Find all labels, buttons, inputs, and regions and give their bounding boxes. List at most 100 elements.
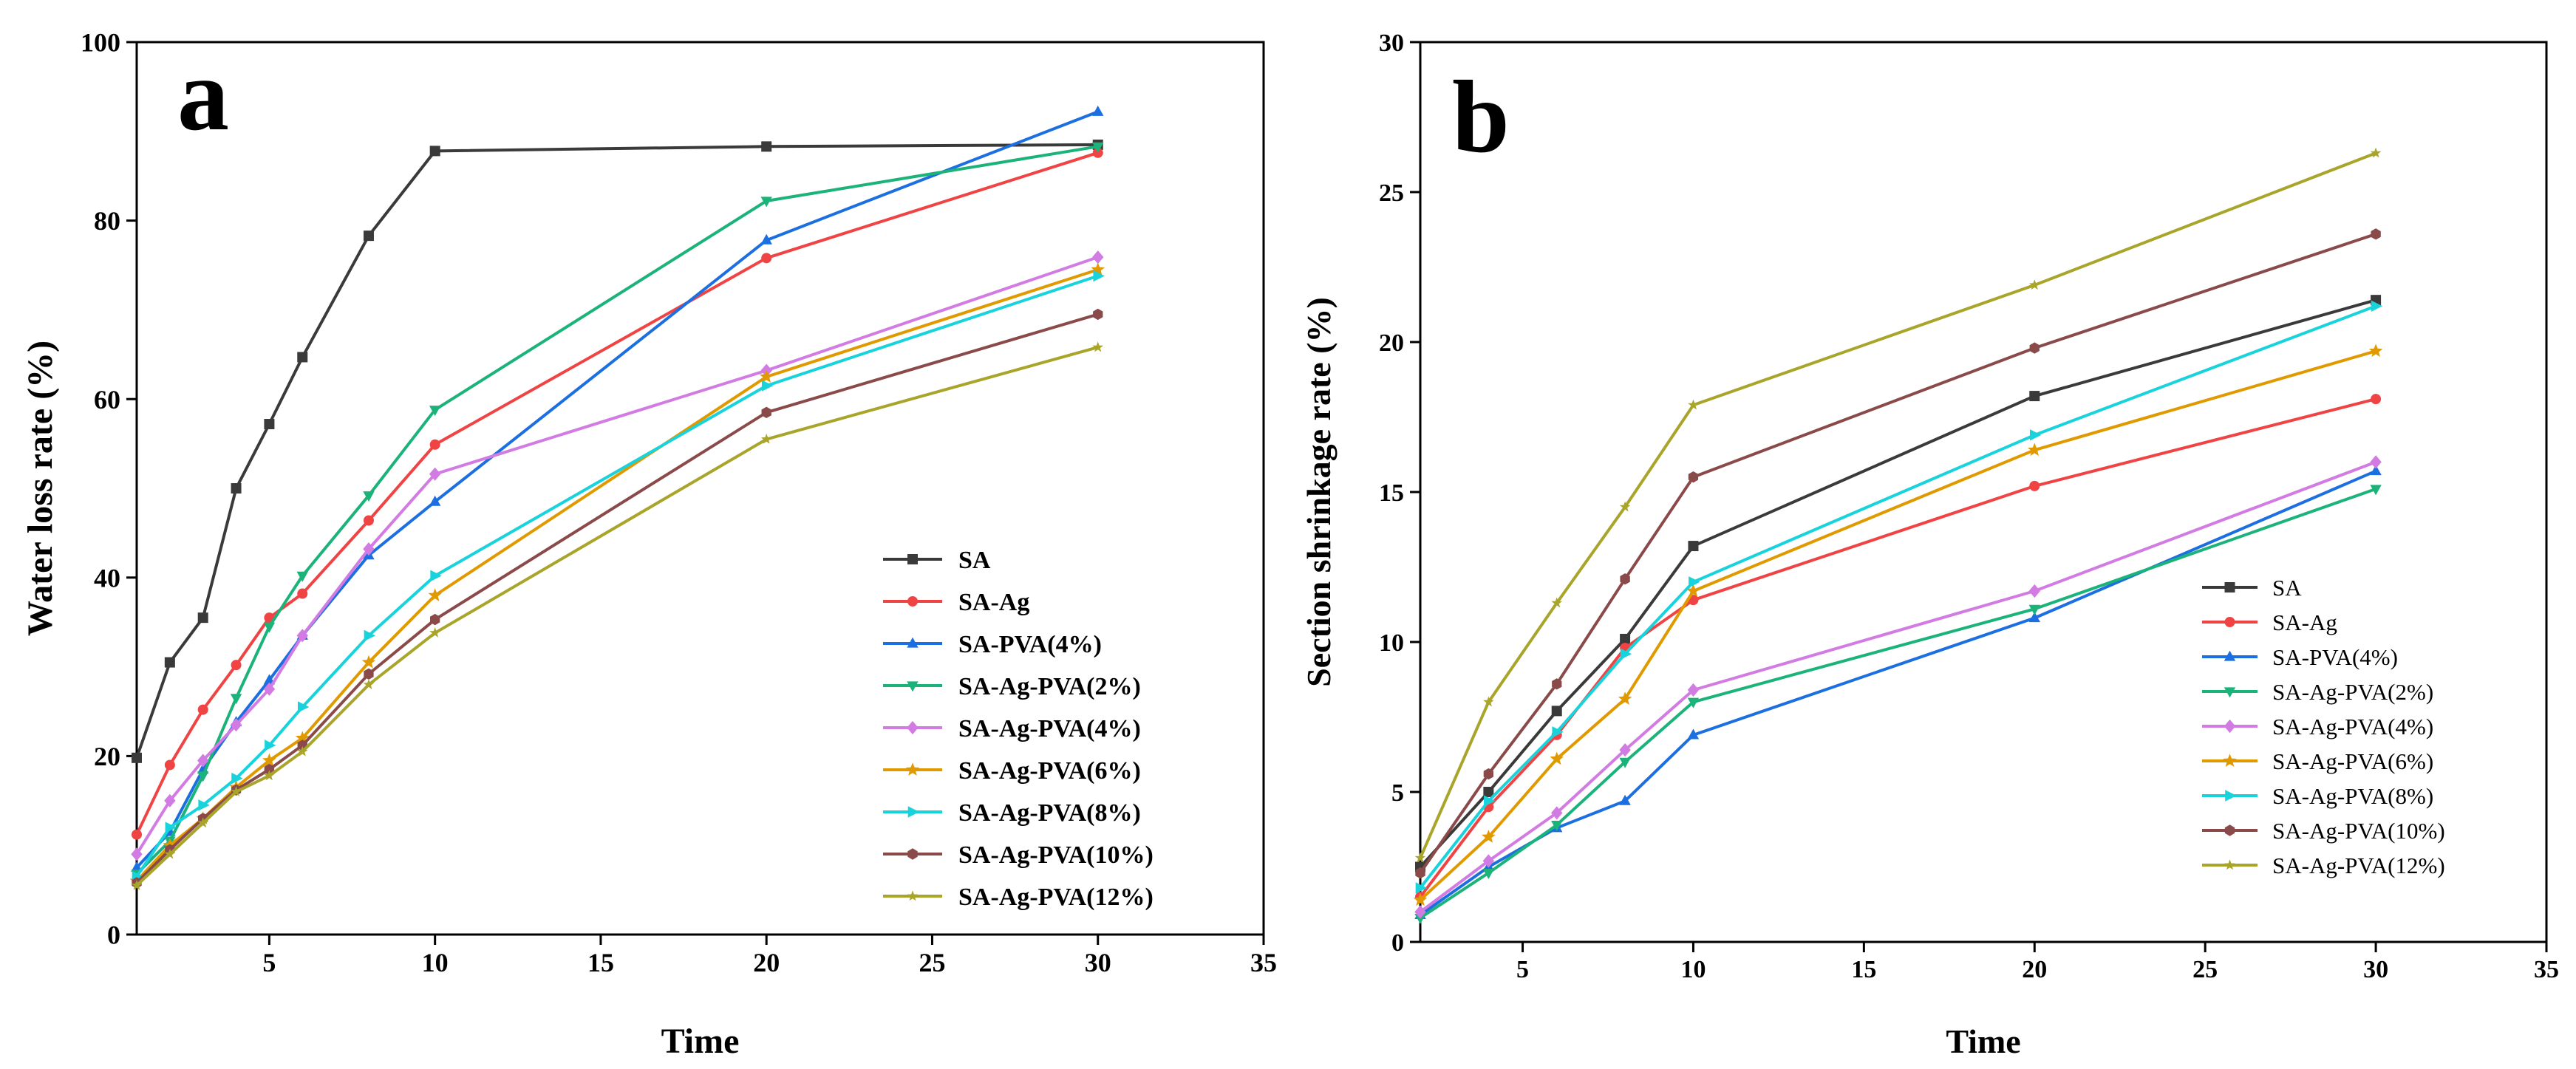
- legend-swatch-marker: [2224, 617, 2235, 627]
- legend-swatch-marker: [2224, 719, 2236, 734]
- data-point: [1093, 270, 1105, 282]
- y-tick-label: 80: [94, 206, 120, 236]
- legend-swatch-marker: [905, 762, 920, 776]
- panel-b-section-shrinkage-chart: 5 10 15 20 25 30 35 0 5 10 15 20 25 30 Time Section shr…: [1300, 30, 2559, 1060]
- data-point: [230, 694, 242, 705]
- data-point: [197, 817, 208, 828]
- legend-swatch-marker: [907, 681, 919, 692]
- data-point: [197, 612, 208, 624]
- x-tick-label: 20: [2022, 956, 2047, 983]
- data-point: [760, 433, 772, 444]
- data-point: [1414, 852, 1426, 863]
- legend-label: SA-Ag-PVA(6%): [958, 757, 1141, 785]
- series-line: [135, 110, 1099, 869]
- data-point: [164, 759, 175, 771]
- data-point: [264, 770, 275, 781]
- data-point: [429, 439, 440, 450]
- data-point: [265, 740, 276, 751]
- legend-entry: SA-Ag-PVA(2%): [883, 673, 1141, 700]
- data-point: [296, 629, 308, 643]
- legend-entry: SA-Ag-PVA(6%): [2202, 748, 2433, 774]
- series-sa-ag-pva-12: [1414, 147, 2382, 863]
- legend-swatch-marker: [907, 848, 918, 860]
- x-axis-ticks: 5 10 15 20 25 30 35: [1516, 942, 2559, 983]
- data-point: [2028, 604, 2040, 615]
- legend-entry: SA-PVA(4%): [883, 631, 1102, 658]
- legend-entry: SA-Ag: [2202, 609, 2337, 635]
- data-point: [760, 197, 772, 208]
- data-point: [2028, 279, 2040, 290]
- legend-swatch-marker: [2225, 790, 2237, 802]
- series-sa-ag-pva-6: [1413, 344, 2383, 906]
- series-sa-ag-pva-8: [132, 270, 1105, 883]
- legend-swatch-marker: [907, 890, 919, 901]
- x-tick-label: 10: [1680, 956, 1706, 983]
- data-point: [2371, 228, 2381, 240]
- x-tick-label: 5: [262, 948, 276, 977]
- data-point: [429, 627, 440, 638]
- data-point: [1686, 584, 1700, 597]
- data-point: [2029, 429, 2042, 441]
- legend-label: SA-Ag-PVA(8%): [2272, 783, 2433, 809]
- data-point: [1687, 683, 1700, 697]
- legend-entry: SA-Ag-PVA(4%): [883, 715, 1141, 742]
- data-point: [1484, 795, 1496, 807]
- legend-entry: SA-Ag-PVA(12%): [2202, 853, 2445, 878]
- legend-label: SA: [958, 547, 991, 574]
- x-tick-label: 30: [1085, 948, 1111, 977]
- data-point: [1551, 821, 1563, 832]
- data-point: [364, 668, 374, 680]
- series-line: [135, 346, 1099, 887]
- data-point: [1483, 696, 1494, 707]
- x-axis-title: Time: [1946, 1022, 2020, 1060]
- legend-label: SA: [2272, 575, 2302, 601]
- data-point: [429, 495, 441, 506]
- legend-entry: SA: [883, 547, 991, 574]
- legend-label: SA-Ag-PVA(2%): [958, 673, 1141, 700]
- data-point: [1415, 882, 1428, 894]
- series-sa-ag-pva-2: [1414, 485, 2382, 924]
- legend-label: SA-Ag-PVA(10%): [958, 841, 1154, 869]
- data-point: [761, 141, 772, 152]
- y-tick-label: 0: [107, 921, 120, 950]
- data-point: [297, 588, 308, 599]
- legend-entry: SA-Ag-PVA(8%): [883, 799, 1141, 827]
- data-point: [1483, 787, 1494, 797]
- data-point: [1415, 867, 1425, 879]
- data-point: [197, 704, 208, 715]
- data-point: [429, 146, 440, 157]
- legend-entry: SA-Ag-PVA(2%): [2202, 679, 2433, 705]
- data-point: [1687, 697, 1700, 708]
- x-tick-label: 25: [2192, 956, 2218, 983]
- data-point: [297, 352, 308, 363]
- data-point: [1620, 633, 1631, 644]
- legend-entry: SA-Ag-PVA(4%): [2202, 714, 2433, 740]
- data-point: [429, 406, 441, 417]
- series-line: [135, 312, 1099, 884]
- y-axis-ticks: 0 20 40 60 80 100: [81, 28, 137, 950]
- legend-swatch-marker: [2224, 582, 2235, 592]
- legend-label: SA-Ag: [958, 589, 1029, 616]
- data-point: [1620, 573, 1630, 585]
- data-point: [296, 745, 308, 757]
- data-point: [296, 571, 308, 582]
- data-point: [2370, 465, 2382, 476]
- data-point: [1551, 806, 1563, 820]
- data-point: [1482, 830, 1496, 843]
- legend-label: SA-PVA(4%): [2272, 644, 2398, 670]
- data-point: [361, 655, 376, 669]
- data-point: [1619, 501, 1631, 512]
- data-point: [131, 847, 143, 861]
- series-sa-ag-pva-10: [1415, 228, 2381, 879]
- data-point: [1552, 678, 1562, 690]
- data-point: [363, 515, 374, 526]
- data-point: [164, 793, 176, 807]
- legend-swatch-marker: [907, 806, 920, 818]
- y-tick-label: 5: [1391, 779, 1404, 807]
- data-point: [761, 406, 771, 418]
- data-point: [264, 419, 275, 430]
- legend-label: SA-Ag-PVA(8%): [958, 799, 1141, 827]
- data-point: [1482, 869, 1495, 880]
- legend-label: SA-Ag-PVA(6%): [2272, 748, 2433, 774]
- data-point: [1482, 854, 1495, 868]
